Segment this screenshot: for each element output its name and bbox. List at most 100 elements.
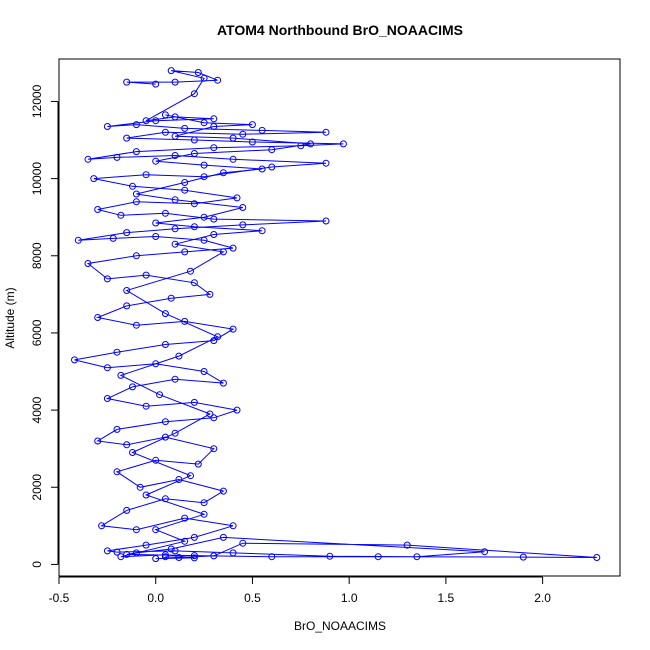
data-point — [123, 441, 131, 449]
x-axis-label: BrO_NOAACIMS — [294, 619, 386, 633]
series-line — [119, 114, 311, 560]
data-point — [200, 213, 208, 221]
data-point — [117, 553, 125, 561]
data-point — [214, 333, 222, 341]
data-point — [268, 163, 276, 171]
data-point — [258, 126, 266, 134]
data-point — [239, 204, 247, 211]
data-point — [248, 121, 256, 129]
data-point — [132, 198, 140, 206]
data-point — [190, 398, 198, 406]
data-point — [161, 341, 169, 348]
data-point — [190, 554, 198, 562]
y-axis-label: Altitude (m) — [3, 287, 17, 348]
data-point — [109, 234, 117, 242]
series-line — [74, 70, 597, 559]
data-point — [103, 395, 111, 402]
data-point — [248, 138, 256, 146]
y-tick-label: 4000 — [30, 396, 44, 423]
data-point — [103, 547, 111, 555]
data-point — [103, 275, 111, 283]
data-point — [181, 514, 189, 522]
data-point — [181, 186, 189, 194]
data-point — [190, 90, 198, 98]
data-point — [123, 302, 131, 310]
data-point — [175, 352, 183, 360]
data-point — [167, 294, 175, 302]
data-point — [103, 123, 111, 130]
data-point — [123, 229, 131, 237]
data-point — [117, 211, 125, 219]
data-point — [113, 153, 121, 161]
data-point — [71, 356, 78, 364]
data-point — [268, 146, 276, 154]
data-point — [210, 144, 218, 152]
data-point — [181, 124, 189, 132]
data-point — [219, 533, 227, 541]
data-point — [103, 364, 111, 372]
data-point — [194, 69, 202, 76]
data-point — [233, 406, 241, 414]
data-point — [181, 317, 189, 325]
data-point — [152, 555, 160, 563]
data-point — [190, 200, 198, 208]
data-point — [132, 252, 140, 260]
data-point — [190, 533, 198, 541]
data-point — [142, 402, 150, 410]
data-point — [229, 155, 237, 163]
plot-frame — [58, 58, 621, 577]
data-point — [142, 541, 150, 549]
data-point — [190, 552, 198, 560]
data-point — [593, 554, 601, 561]
data-point — [161, 553, 169, 561]
data-point — [481, 548, 489, 556]
data-point — [322, 217, 330, 225]
data-point — [326, 552, 334, 560]
data-point — [161, 433, 169, 441]
data-point — [161, 418, 169, 426]
data-point — [229, 244, 237, 252]
data-point — [152, 233, 160, 240]
data-point — [152, 80, 160, 88]
data-point — [194, 460, 202, 468]
data-point — [210, 414, 218, 422]
data-point — [113, 425, 121, 433]
data-point — [210, 445, 218, 453]
data-point — [181, 537, 189, 545]
y-axis: 0 2000 4000 6000 8000 10000 12000 — [30, 84, 59, 568]
x-tick-label: 0.5 — [244, 591, 261, 605]
data-point — [171, 132, 179, 140]
data-point — [268, 553, 276, 561]
x-tick-label: 1.5 — [438, 591, 455, 605]
data-point — [210, 231, 218, 238]
data-point — [132, 121, 140, 129]
data-point — [187, 472, 194, 480]
data-point — [94, 314, 102, 321]
data-point — [98, 522, 106, 530]
data-point — [132, 321, 140, 329]
data-point — [190, 279, 198, 287]
data-point — [129, 449, 136, 456]
data-point — [374, 553, 382, 561]
data-point — [171, 375, 179, 383]
data-point — [129, 182, 136, 190]
data-point — [239, 221, 247, 229]
data-point — [113, 468, 121, 476]
data-point — [403, 541, 411, 549]
data-point — [339, 140, 347, 148]
data-point — [171, 547, 179, 555]
data-point — [190, 150, 198, 157]
data-point — [132, 148, 140, 156]
data-point — [171, 429, 179, 437]
data-point — [113, 548, 121, 556]
data-point — [132, 526, 140, 534]
data-point — [233, 194, 241, 202]
data-point — [181, 179, 189, 186]
data-point — [206, 410, 214, 418]
data-point — [161, 111, 169, 119]
x-tick-label: -0.5 — [49, 591, 70, 605]
data-point — [229, 325, 237, 333]
y-tick-label: 10000 — [30, 162, 44, 196]
